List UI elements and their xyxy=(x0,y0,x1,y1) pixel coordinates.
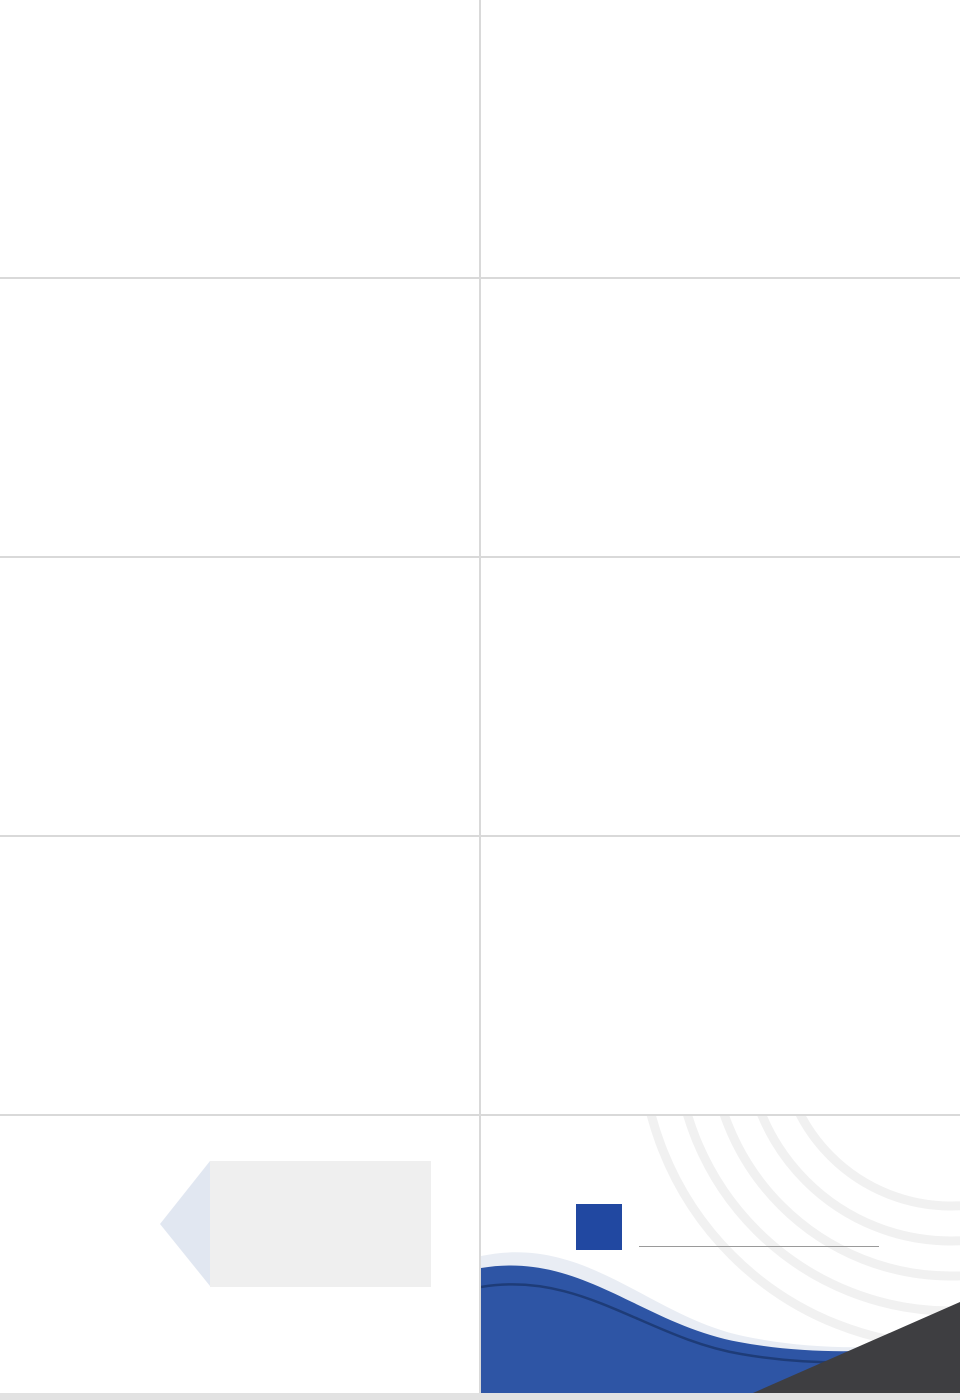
donut-chart xyxy=(802,905,954,1055)
grouped-bar-chart xyxy=(56,56,244,210)
brand-logo-icon xyxy=(489,7,513,31)
brand-logo-icon xyxy=(489,844,513,868)
horizontal-bar-chart xyxy=(66,616,422,798)
brand-logo-icon xyxy=(489,565,513,589)
section-number xyxy=(576,1204,622,1250)
slide-50[interactable] xyxy=(0,1116,479,1393)
sidebar-watermark xyxy=(33,88,45,220)
text-block xyxy=(803,146,943,151)
conclusion-block xyxy=(543,1035,873,1042)
brand-logo-icon xyxy=(8,565,32,589)
brand-logo-icon xyxy=(8,286,32,310)
line-chart xyxy=(747,644,931,770)
line-chart xyxy=(533,644,717,770)
slide-49[interactable] xyxy=(481,837,960,1114)
slide-42[interactable] xyxy=(0,0,479,277)
brand-logo-icon xyxy=(8,844,32,868)
text-block xyxy=(803,64,943,69)
brand-logo-icon xyxy=(489,286,513,310)
slide-48[interactable] xyxy=(0,837,479,1114)
sidebar-watermark xyxy=(33,367,45,499)
background-waves xyxy=(481,1116,960,1393)
donut-chart xyxy=(60,1172,164,1276)
slide-43[interactable] xyxy=(481,0,960,277)
donut-chart xyxy=(264,911,456,1083)
line-chart xyxy=(232,363,458,487)
donut-chart xyxy=(529,905,681,1055)
bar-chart xyxy=(56,363,214,487)
horizontal-bar-chart xyxy=(228,1190,418,1280)
brand-logo-icon xyxy=(8,7,32,31)
sidebar-watermark xyxy=(514,646,526,778)
divider-line xyxy=(639,1246,879,1247)
slide-45[interactable] xyxy=(481,279,960,556)
sidebar-watermark xyxy=(33,925,45,1057)
analysis-panel xyxy=(210,1161,431,1287)
donut-chart xyxy=(666,905,818,1055)
sidebar-watermark xyxy=(33,646,45,778)
slide-47[interactable] xyxy=(481,558,960,835)
slide-46[interactable] xyxy=(0,558,479,835)
funnel-shape xyxy=(160,1161,210,1286)
brand-logo-icon xyxy=(890,1131,944,1185)
sidebar-watermark xyxy=(514,88,526,220)
slide-44[interactable] xyxy=(0,279,479,556)
bar-chart xyxy=(533,62,791,220)
footer-left xyxy=(495,1373,505,1384)
slide-51[interactable] xyxy=(481,1116,960,1393)
grouped-bar-chart xyxy=(539,341,923,513)
sidebar-watermark xyxy=(514,925,526,1057)
grouped-bar-chart xyxy=(266,56,458,210)
pie-chart xyxy=(52,911,244,1083)
text-block xyxy=(58,192,244,197)
sidebar-watermark xyxy=(514,367,526,499)
text-block xyxy=(268,192,456,197)
